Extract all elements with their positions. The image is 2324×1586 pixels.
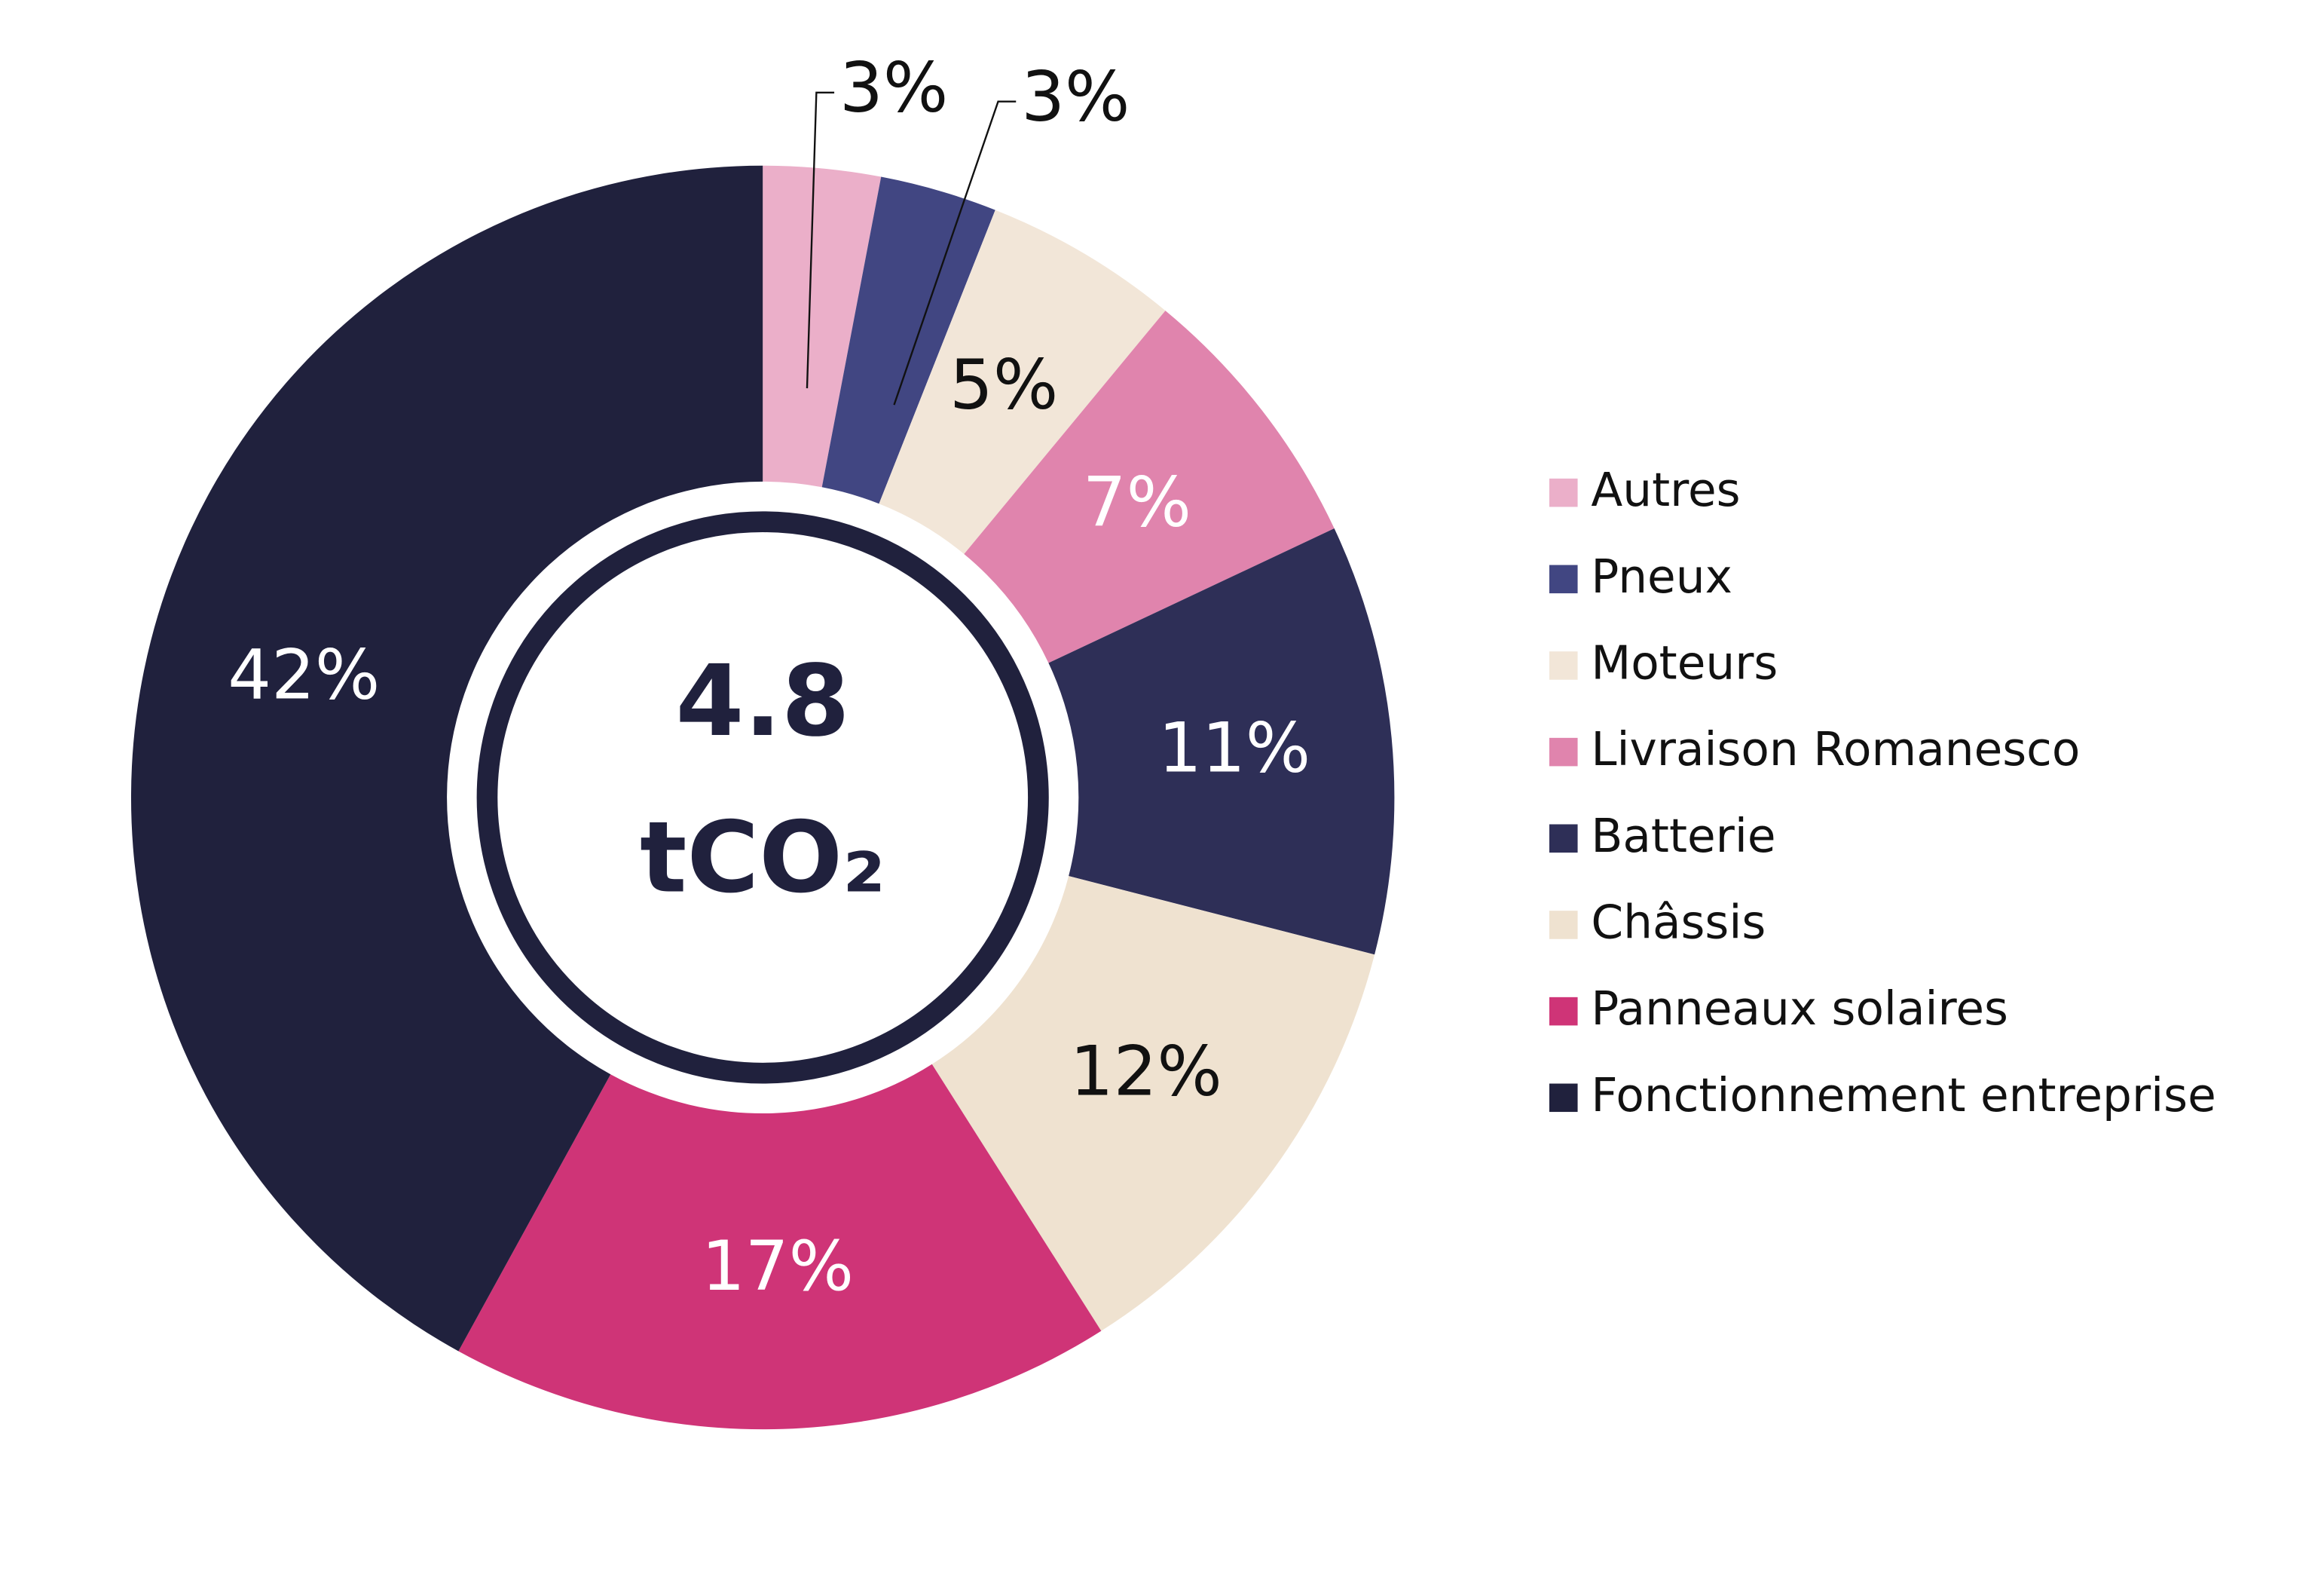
slice (931, 876, 1375, 1331)
value-label: 12% (1070, 1032, 1222, 1111)
legend-label: Fonctionnement entreprise (1591, 1069, 2215, 1122)
center-value: 4.8 (676, 644, 850, 758)
legend-label: Châssis (1591, 896, 1766, 950)
legend-swatch (1549, 1083, 1578, 1113)
slice (1048, 528, 1395, 955)
legend-swatch (1549, 824, 1578, 853)
legend-label: Autres (1591, 464, 1740, 517)
legend-swatch (1549, 651, 1578, 680)
legend-label: Pneux (1591, 550, 1732, 604)
leader-line (806, 91, 835, 389)
value-label: 3% (839, 49, 948, 128)
value-label: 17% (702, 1227, 854, 1306)
slice (821, 176, 995, 504)
value-label: 42% (228, 635, 380, 715)
slice (879, 210, 1166, 555)
leader-line (893, 100, 1017, 406)
value-label: 7% (1083, 464, 1191, 543)
legend-label: Panneaux solaires (1591, 982, 2008, 1036)
legend-swatch (1549, 565, 1578, 594)
legend-swatch (1549, 997, 1578, 1026)
legend-label: Moteurs (1591, 637, 1778, 690)
value-label: 11% (1158, 709, 1310, 788)
legend-swatch (1549, 478, 1578, 507)
center-ring (476, 511, 1049, 1084)
legend-label: Livraison Romanesco (1591, 723, 2080, 776)
legend-swatch (1549, 737, 1578, 767)
value-label: 3% (1021, 58, 1130, 137)
slice (458, 1064, 1102, 1430)
slice (130, 165, 763, 1352)
slice (763, 165, 882, 488)
legend-swatch (1549, 911, 1578, 939)
slice (964, 311, 1335, 663)
center-unit: tCO₂ (640, 801, 885, 915)
value-label: 5% (949, 346, 1058, 425)
legend-label: Batterie (1591, 810, 1775, 863)
